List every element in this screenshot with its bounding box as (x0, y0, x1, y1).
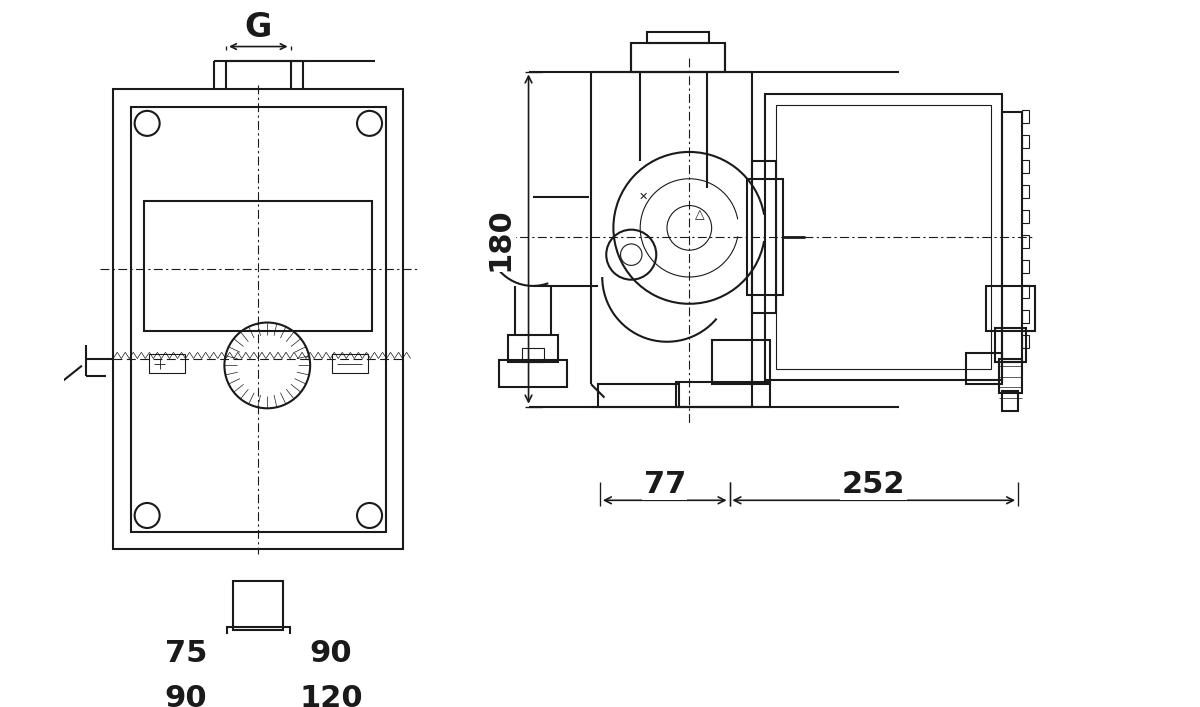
Text: ✕: ✕ (638, 192, 648, 201)
Bar (752, 161, 776, 312)
Bar (776, 105, 991, 369)
Bar (1000, 359, 1021, 393)
Text: 252: 252 (842, 469, 906, 498)
Text: 180: 180 (486, 207, 515, 271)
Text: 90: 90 (164, 684, 208, 707)
Bar (1021, 285, 1028, 298)
Text: 77: 77 (643, 469, 686, 498)
Bar (631, 43, 725, 71)
Text: G: G (245, 11, 272, 45)
Bar (499, 360, 566, 387)
Bar (1002, 392, 1018, 411)
Bar (712, 339, 769, 384)
Bar (1002, 112, 1021, 362)
Text: 75: 75 (164, 639, 206, 668)
Bar (1021, 135, 1028, 148)
Bar (1021, 110, 1028, 123)
Bar (144, 201, 372, 331)
Bar (966, 353, 1002, 384)
Text: △: △ (695, 208, 704, 221)
Bar (766, 94, 1002, 380)
Bar (599, 384, 679, 407)
Bar (508, 335, 558, 362)
Bar (748, 179, 784, 295)
Bar (995, 328, 1026, 362)
Bar (239, 650, 278, 674)
Text: 120: 120 (299, 684, 362, 707)
Bar (227, 627, 289, 652)
Bar (647, 33, 709, 43)
Bar (522, 349, 544, 362)
Bar (113, 89, 403, 549)
Bar (1021, 210, 1028, 223)
Bar (1021, 185, 1028, 199)
Bar (332, 354, 367, 373)
Bar (149, 354, 185, 373)
Bar (1021, 235, 1028, 248)
Bar (131, 107, 385, 532)
Bar (1021, 310, 1028, 323)
Bar (1021, 260, 1028, 274)
Bar (233, 580, 283, 630)
Bar (986, 286, 1034, 331)
Bar (1021, 335, 1028, 349)
Text: 90: 90 (310, 639, 353, 668)
Bar (1021, 160, 1028, 173)
Bar (676, 382, 769, 407)
